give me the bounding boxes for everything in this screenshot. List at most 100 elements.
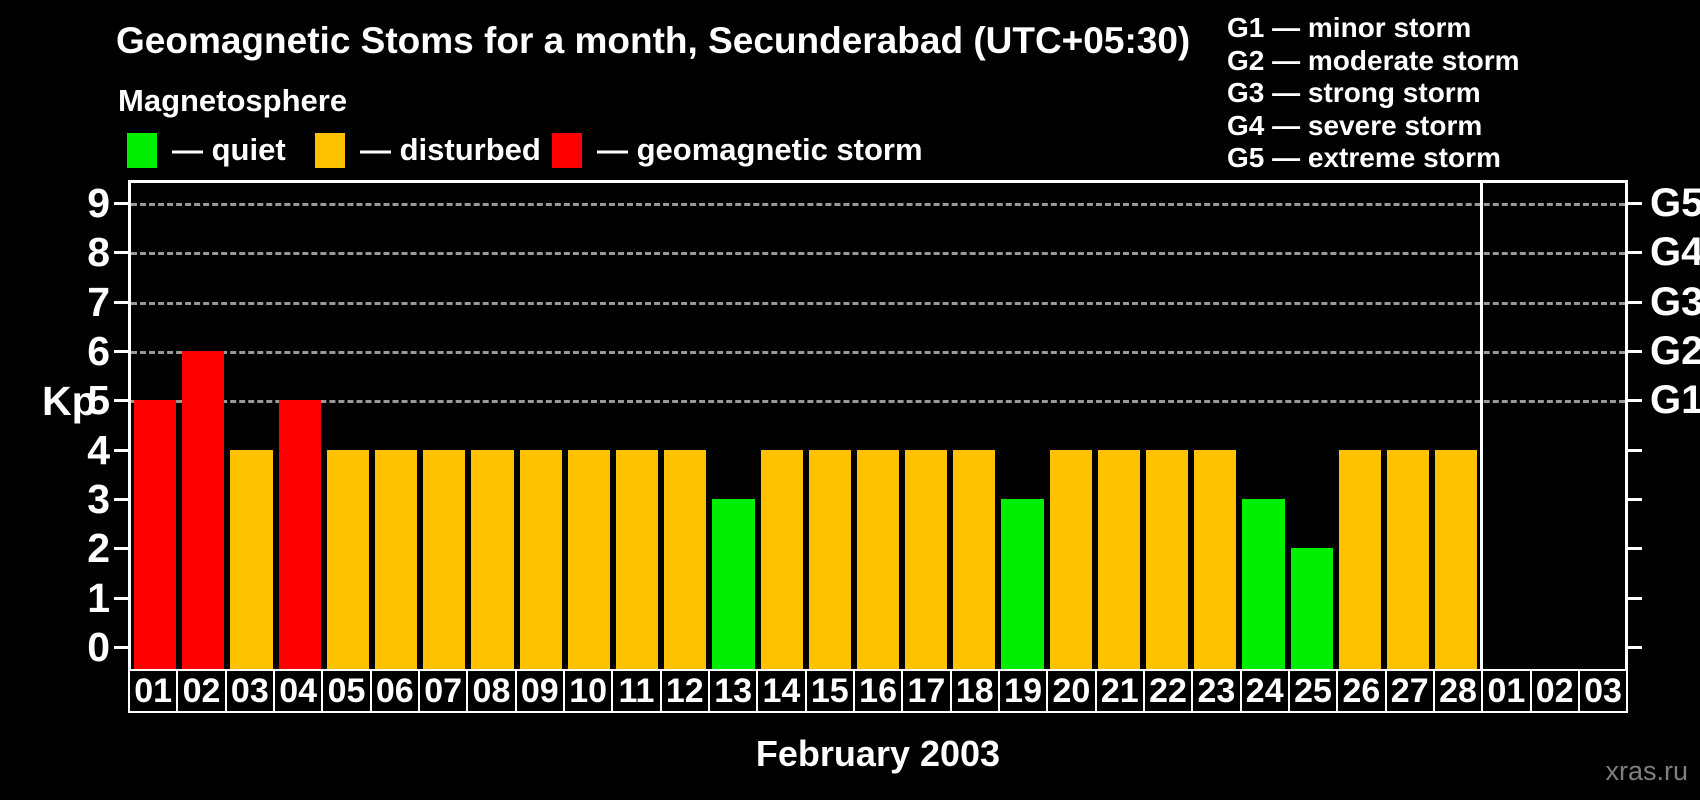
y-tick-2: [114, 547, 131, 551]
g-tick-0: [1625, 646, 1642, 649]
y-tick-6: [114, 350, 131, 354]
watermark: xras.ru: [1605, 756, 1688, 786]
g-scale-line-3: G3 — strong storm: [1227, 77, 1481, 108]
g-scale-line-2: G2 — moderate storm: [1227, 44, 1520, 76]
day-label-mar-01: 01: [1481, 669, 1532, 713]
day-label-feb-08: 08: [466, 669, 517, 713]
day-label-feb-25: 25: [1287, 669, 1339, 713]
day-label-mar-03: 03: [1577, 669, 1629, 713]
day-label-feb-09: 09: [514, 669, 565, 713]
bar-feb-19: [1001, 499, 1044, 669]
y-tick-1: [114, 596, 131, 600]
chart-title: Geomagnetic Stoms for a month, Secundera…: [116, 20, 1191, 61]
y-tick-label-1: 1: [87, 574, 110, 621]
y-tick-label-4: 4: [87, 426, 110, 473]
y-tick-label-6: 6: [87, 328, 110, 375]
y-tick-0: [114, 646, 131, 649]
g-tick-8: [1625, 251, 1642, 255]
g-tick-3: [1625, 498, 1642, 501]
day-label-feb-15: 15: [804, 669, 855, 713]
g-axis-label-g5: G5: [1650, 181, 1700, 226]
gridline-kp-7: [131, 301, 1625, 305]
legend-item-storm: — geomagnetic storm: [552, 132, 923, 168]
g-axis-label-g4: G4: [1650, 230, 1700, 275]
day-label-feb-24: 24: [1239, 669, 1290, 713]
g-tick-9: [1625, 202, 1642, 206]
day-label-feb-05: 05: [321, 669, 372, 713]
y-tick-5: [114, 399, 131, 403]
legend-item-quiet: — quiet: [127, 132, 286, 168]
bar-feb-27: [1387, 449, 1430, 669]
day-label-feb-07: 07: [417, 669, 469, 713]
bar-feb-04: [278, 400, 321, 669]
legend-heading: Magnetosphere: [118, 83, 348, 118]
y-tick-label-0: 0: [87, 624, 110, 670]
g-tick-4: [1625, 448, 1642, 452]
bar-feb-03: [230, 449, 273, 669]
g-tick-1: [1625, 596, 1642, 600]
day-label-feb-18: 18: [949, 669, 1000, 713]
y-tick-8: [114, 251, 131, 255]
day-label-feb-11: 11: [611, 669, 662, 713]
g-tick-6: [1625, 350, 1642, 354]
day-label-feb-10: 10: [562, 669, 614, 713]
y-tick-label-2: 2: [87, 525, 110, 572]
legend-label-quiet: — quiet: [172, 132, 286, 167]
bar-feb-21: [1097, 449, 1141, 669]
y-tick-label-8: 8: [87, 229, 110, 276]
day-label-feb-21: 21: [1094, 669, 1145, 713]
y-tick-label-5: 5: [87, 377, 110, 424]
legend-label-disturbed: — disturbed: [360, 132, 541, 167]
day-label-feb-28: 28: [1432, 669, 1484, 713]
g-scale-line-1: G1 — minor storm: [1227, 12, 1472, 43]
day-label-feb-13: 13: [707, 669, 759, 713]
quiet-swatch-icon: [127, 132, 157, 168]
g-scale-line-4: G4 — severe storm: [1227, 109, 1483, 141]
gridline-kp-6: [131, 351, 1625, 355]
bar-feb-11: [615, 449, 659, 669]
g-scale-line-5: G5 — extreme storm: [1227, 142, 1501, 173]
day-label-feb-20: 20: [1046, 669, 1097, 713]
y-tick-9: [114, 202, 131, 206]
legend-label-storm: — geomagnetic storm: [597, 132, 923, 167]
bar-feb-25: [1290, 548, 1333, 669]
bar-feb-17: [905, 449, 948, 669]
bar-feb-09: [519, 449, 562, 669]
day-label-feb-27: 27: [1384, 669, 1435, 713]
day-label-feb-04: 04: [272, 669, 324, 713]
day-label-feb-26: 26: [1336, 669, 1387, 713]
g-axis-label-g1: G1: [1650, 378, 1700, 423]
bar-feb-26: [1338, 449, 1382, 669]
y-tick-label-7: 7: [87, 278, 110, 325]
bar-feb-07: [423, 449, 466, 669]
day-label-feb-02: 02: [176, 669, 227, 713]
g-tick-2: [1625, 547, 1642, 551]
y-tick-label-3: 3: [87, 476, 110, 522]
g-axis-label-g3: G3: [1650, 279, 1700, 324]
day-label-feb-06: 06: [369, 669, 420, 713]
day-label-feb-01: 01: [128, 669, 179, 713]
gridline-kp-9: [131, 203, 1625, 207]
bar-feb-22: [1146, 449, 1189, 669]
day-label-mar-02: 02: [1529, 669, 1580, 713]
day-label-feb-17: 17: [901, 669, 952, 713]
bar-feb-20: [1049, 449, 1092, 669]
g-axis-label-g2: G2: [1650, 329, 1700, 374]
bar-feb-15: [808, 449, 851, 669]
day-label-feb-03: 03: [224, 669, 275, 713]
bar-feb-16: [856, 449, 900, 669]
bar-feb-14: [760, 449, 803, 669]
bar-feb-13: [712, 499, 755, 669]
storm-swatch-icon: [552, 132, 582, 168]
y-axis-title: Kp: [42, 378, 97, 424]
g-scale-legend: G1 — minor storm G2 — moderate storm G3 — …: [1227, 12, 1520, 175]
gridline-kp-5: [131, 400, 1625, 404]
day-label-feb-12: 12: [659, 669, 710, 713]
bar-feb-02: [182, 351, 225, 669]
gridline-kp-8: [131, 252, 1625, 256]
bar-feb-23: [1194, 449, 1237, 669]
x-axis-title: February 2003: [755, 733, 1001, 774]
bar-feb-06: [374, 449, 418, 669]
plot-area: [128, 180, 1628, 672]
